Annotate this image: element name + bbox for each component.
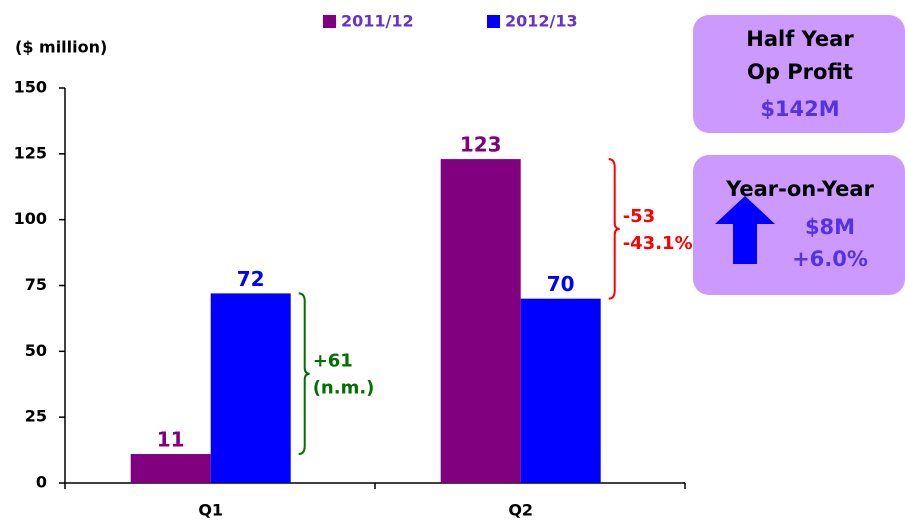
- value-label: 72: [237, 267, 265, 291]
- panel-value: $142M: [760, 97, 839, 121]
- bar: [440, 159, 521, 483]
- legend-swatch: [487, 15, 500, 28]
- panel-box: [693, 15, 905, 133]
- y-tick-label: 150: [14, 78, 47, 97]
- legend-label: 2011/12: [341, 12, 414, 31]
- panel-box: [693, 155, 905, 295]
- y-tick-label: 125: [14, 143, 47, 162]
- bar: [130, 454, 211, 483]
- annotation: +61: [313, 351, 353, 372]
- panel-title: Op Profit: [747, 60, 853, 84]
- value-label: 123: [460, 133, 502, 157]
- brace: [298, 292, 310, 456]
- y-tick-label: 0: [36, 473, 47, 492]
- y-tick-label: 50: [25, 341, 47, 360]
- annotation: (n.m.): [313, 378, 375, 399]
- legend-swatch: [323, 15, 336, 28]
- panel-value: $8M: [805, 215, 855, 239]
- y-tick-label: 25: [25, 407, 47, 426]
- panel-value: +6.0%: [792, 247, 868, 271]
- y-axis-label: ($ million): [15, 38, 107, 57]
- legend-label: 2012/13: [505, 12, 578, 31]
- up-arrow: [715, 196, 775, 264]
- value-label: 11: [157, 428, 185, 452]
- x-tick-label: Q1: [198, 501, 223, 520]
- bar: [520, 298, 601, 483]
- brace: [608, 158, 620, 300]
- bar: [210, 293, 291, 483]
- annotation: -53: [623, 206, 656, 227]
- y-tick-label: 75: [25, 275, 47, 294]
- value-label: 70: [547, 272, 575, 296]
- y-tick-label: 100: [14, 209, 47, 228]
- x-tick-label: Q2: [508, 501, 533, 520]
- panel-title: Half Year: [746, 27, 854, 51]
- annotation: -43.1%: [623, 233, 693, 254]
- panel-title: Year-on-Year: [725, 177, 874, 201]
